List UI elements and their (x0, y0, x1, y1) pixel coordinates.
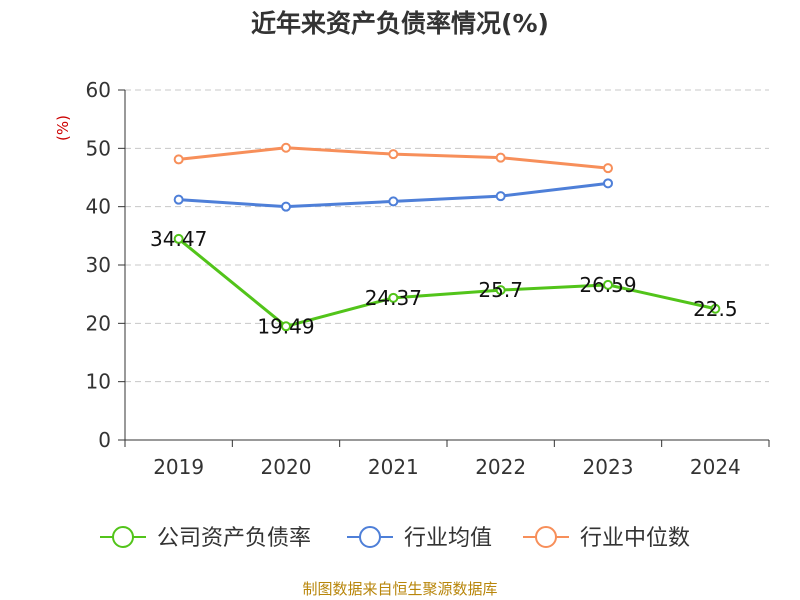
data-point (603, 279, 613, 290)
data-point (281, 321, 291, 332)
series-line (177, 237, 716, 328)
legend-label: 行业均值 (404, 526, 492, 551)
x-tick-label: 2023 (583, 455, 634, 479)
y-tick-label: 50 (86, 136, 111, 160)
data-label: 24.37 (365, 286, 422, 310)
data-point (388, 292, 399, 303)
data-point (603, 163, 613, 174)
x-tick-label: 2022 (475, 455, 526, 479)
data-label: 19.49 (257, 314, 314, 338)
axes: 0 10 20 30 40 50 60 2019 2020 2021 2022 2023 2024 (86, 78, 770, 479)
source-note: 制图数据来自恒生聚源数据库 (302, 580, 497, 598)
x-tick-label: 2021 (368, 455, 419, 479)
x-tick-label: 2019 (153, 455, 204, 479)
data-point (495, 191, 506, 202)
data-point (495, 152, 506, 163)
data-point (173, 154, 184, 165)
data-point (603, 178, 613, 189)
data-label: 22.5 (693, 297, 738, 321)
legend-marker (535, 526, 557, 548)
legend-marker (359, 526, 381, 548)
data-point (495, 285, 506, 296)
grid-lines (125, 89, 769, 383)
legend-label: 公司资产负债率 (157, 526, 311, 551)
y-tick-label: 40 (86, 195, 111, 219)
data-point (173, 233, 184, 244)
data-label: 34.47 (150, 227, 207, 251)
chart-title: 近年来资产负债率情况(%) (251, 9, 549, 38)
x-tick-label: 2024 (690, 455, 741, 479)
y-tick-label: 10 (86, 370, 111, 394)
y-tick-label: 20 (86, 311, 111, 335)
y-axis-unit-label: (%) (54, 115, 72, 141)
data-label: 26.59 (579, 273, 636, 297)
data-point (173, 194, 184, 205)
data-point (388, 196, 399, 207)
series-lines (173, 142, 721, 332)
data-label: 25.7 (478, 278, 523, 302)
data-point (281, 201, 291, 212)
legend: 公司资产负债率 行业均值 行业中位数 (100, 526, 690, 551)
y-tick-label: 0 (98, 428, 111, 452)
legend-label: 行业中位数 (580, 526, 690, 551)
y-tick-label: 60 (86, 78, 111, 102)
y-tick-label: 30 (86, 253, 111, 277)
data-point (281, 142, 291, 153)
legend-marker (112, 526, 134, 548)
data-labels: 34.47 19.49 24.37 25.7 26.59 22.5 (150, 227, 738, 338)
data-point (388, 149, 399, 160)
data-point (710, 303, 721, 314)
x-tick-label: 2020 (261, 455, 312, 479)
